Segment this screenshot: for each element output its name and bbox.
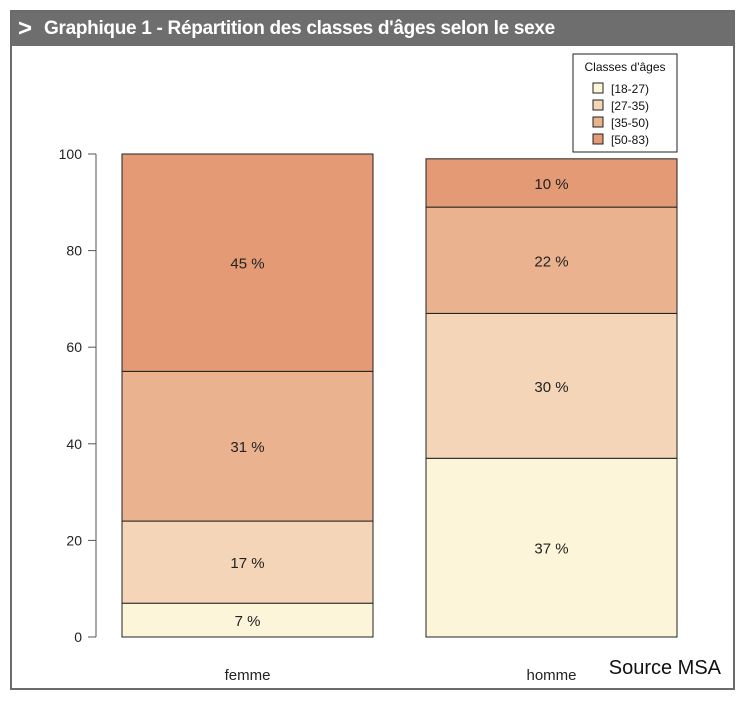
bar-segment	[121, 370, 374, 522]
header-arrow-icon: >	[18, 15, 33, 42]
x-tick-label: homme	[526, 667, 576, 684]
x-tick-label: femme	[225, 667, 271, 684]
legend-label: [50-83)	[611, 133, 649, 147]
data-label: 37 %	[534, 541, 568, 558]
source-note: Source MSA	[608, 657, 721, 679]
data-label: 7 %	[235, 613, 261, 630]
stacked-bar-chart: 0 20 40 60 80 100 7 % 17 % 31 % 45 % femme 37 % 30 %…	[59, 53, 678, 684]
legend-title: Classes d'âges	[585, 60, 666, 74]
bar-segment	[425, 158, 678, 208]
data-label: 30 %	[534, 379, 568, 396]
data-label: 22 %	[534, 253, 568, 270]
legend-swatch	[592, 116, 604, 128]
chart-header: > Graphique 1 - Répartition des classes …	[12, 12, 733, 46]
bar-segment	[121, 602, 374, 638]
y-tick-label: 40	[66, 436, 82, 452]
y-tick-label: 80	[66, 243, 82, 259]
legend-label: [18-27)	[611, 82, 649, 96]
legend-swatch	[592, 133, 604, 145]
chart-frame: > Graphique 1 - Répartition des classes …	[10, 10, 735, 690]
y-tick-label: 0	[74, 629, 82, 645]
y-tick-label: 20	[66, 532, 82, 548]
data-label: 17 %	[230, 555, 264, 572]
data-label: 45 %	[230, 256, 264, 273]
chart-title: Graphique 1 - Répartition des classes d'…	[44, 18, 555, 39]
bar-segment	[121, 153, 374, 372]
legend-label: [27-35)	[611, 99, 649, 113]
bar-segment	[425, 457, 678, 638]
legend-box	[572, 53, 678, 153]
y-tick-label: 60	[66, 339, 82, 355]
data-label: 31 %	[230, 439, 264, 456]
y-tick-label: 100	[59, 146, 83, 162]
bar-segment	[121, 520, 374, 604]
legend-swatch	[592, 99, 604, 111]
bar-segment	[425, 206, 678, 314]
data-label: 10 %	[534, 176, 568, 193]
legend-swatch	[592, 82, 604, 94]
legend-label: [35-50)	[611, 116, 649, 130]
